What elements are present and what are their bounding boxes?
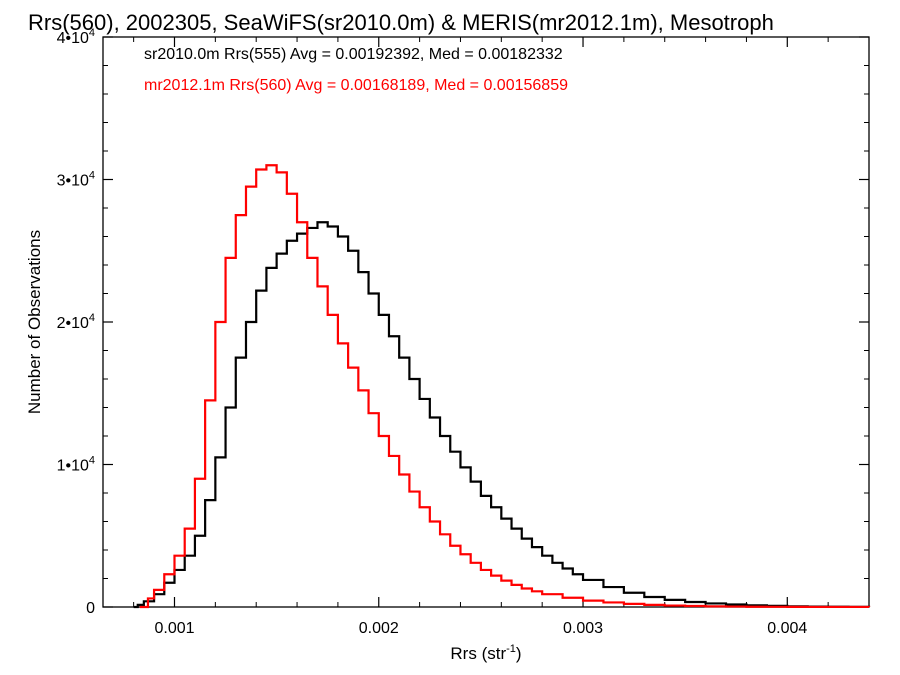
y-tick-label: 1•104	[57, 455, 95, 475]
x-axis-label: Rrs (str-1)	[450, 643, 521, 663]
y-tick-label-exponent: 4	[89, 170, 95, 182]
y-tick-label-base: 4•10	[57, 30, 89, 47]
y-tick-label-base: 1•10	[57, 458, 89, 475]
x-tick-label: 0.003	[563, 620, 603, 637]
y-tick-label-base: 3•10	[57, 173, 89, 190]
y-tick-label-exponent: 4	[89, 455, 95, 467]
y-tick-label: 0	[86, 600, 95, 617]
axis-ticks: 0.001 0.002 0.003 0.00401•1042•1043•1044•10…	[57, 27, 870, 637]
series-line-2	[139, 164, 871, 609]
x-axis-label-base: Rrs (str	[450, 644, 506, 663]
x-axis-label-exponent: -1	[506, 643, 516, 655]
x-axis-label-suffix: )	[516, 644, 522, 663]
data-series	[133, 164, 871, 609]
y-tick-label: 4•104	[57, 27, 95, 47]
y-tick-label-base: 0	[86, 600, 95, 617]
y-tick-label-exponent: 4	[89, 312, 95, 324]
legend-entry-2: mr2012.1m Rrs(560) Avg = 0.00168189, Med…	[144, 77, 568, 94]
y-tick-label-exponent: 4	[89, 27, 95, 39]
y-axis-label: Number of Observations	[25, 230, 44, 414]
y-tick-label-base: 2•10	[57, 315, 89, 332]
y-tick-label: 2•104	[57, 312, 95, 332]
y-tick-label: 3•104	[57, 170, 95, 190]
axis-labels: Rrs (str-1) Number of Observations	[25, 230, 522, 663]
chart-title: Rrs(560), 2002305, SeaWiFS(sr2010.0m) & …	[28, 10, 774, 35]
legend-entry-1: sr2010.0m Rrs(555) Avg = 0.00192392, Med…	[144, 46, 563, 63]
x-tick-label: 0.002	[359, 620, 399, 637]
x-tick-label: 0.004	[767, 620, 807, 637]
x-tick-label: 0.001	[154, 620, 194, 637]
series-line-1	[133, 221, 871, 609]
legend: sr2010.0m Rrs(555) Avg = 0.00192392, Med…	[144, 46, 568, 94]
